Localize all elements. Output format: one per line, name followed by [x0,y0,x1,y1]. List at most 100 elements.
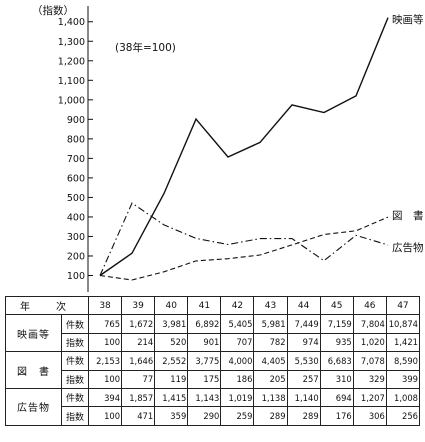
value-cell: 935 [319,332,354,353]
value-cell: 471 [121,406,156,426]
table-row: 指数 100 77 119 175 186 205 257 310 329 399 [6,369,421,389]
value-cell: 1,008 [385,387,421,408]
value-cell: 10,874 [385,314,421,334]
table-row: 映画等 件数 765 1,672 3,981 6,892 5,405 5,981 7,449 7,… [5,314,421,353]
value-cell: 205 [253,369,288,389]
value-cell: 1,019 [220,387,255,408]
year-cell: 41 [187,295,222,316]
series-line-0 [99,17,389,277]
value-cell: 306 [352,406,387,426]
year-cell: 47 [385,295,421,316]
year-cell: 44 [286,295,321,316]
value-cell: 289 [253,406,288,426]
y-tick-label: 1,000 [58,95,85,106]
value-cell: 707 [220,332,255,353]
y-tick-label: 1,400 [58,17,85,28]
y-axis-unit-label: （指数） [32,4,74,17]
value-cell: 289 [286,406,321,426]
series-label-2: 広告物 [392,241,424,254]
value-cell: 214 [121,332,156,353]
value-cell: 1,646 [121,351,156,371]
value-cell: 2,552 [154,351,189,371]
table-row: 図 書件数 2,153 1,646 2,552 3,775 4,000 4,405 5,530… [5,351,421,389]
value-cell: 1,672 [121,314,156,334]
y-tick-label: 700 [67,154,85,165]
y-tick-label: 1,300 [58,37,85,48]
value-cell: 4,000 [220,351,255,371]
group-label-cell: 映画等 [5,314,62,353]
year-cell: 39 [121,295,156,316]
value-cell: 100 [87,406,123,426]
value-cell: 1,421 [385,332,421,353]
value-cell: 3,981 [154,314,189,334]
group-label-cell: 広告物 [5,387,62,426]
data-table: 年 次 38 39 40 41 42 43 44 45 46 47 映画等 件数 765 1,672 3,98… [5,295,421,426]
table-row: 指数 100 214 520 901 707 782 974 935 1,020 1,421 [6,332,421,353]
value-cell: 1,415 [154,387,189,408]
row-label-cell: 指数 [61,369,89,389]
value-cell: 119 [154,369,189,389]
value-cell: 974 [286,332,321,353]
value-cell: 257 [286,369,321,389]
table-header-row: 年 次 38 39 40 41 42 43 44 45 46 47 [5,295,421,316]
y-tick-label: 600 [67,173,85,184]
series-label-0: 映画等 [392,13,424,26]
series-label-1: 図 書 [392,209,424,222]
value-cell: 359 [154,406,189,426]
value-cell: 901 [187,332,222,353]
row-label-cell: 指数 [61,406,89,426]
value-cell: 5,530 [286,351,321,371]
value-cell: 782 [253,332,288,353]
value-cell: 1,020 [352,332,387,353]
value-cell: 290 [187,406,222,426]
year-cell: 45 [319,295,354,316]
value-cell: 399 [385,369,421,389]
value-cell: 186 [220,369,255,389]
y-tick-label: 800 [67,134,85,145]
row-label-cell: 指数 [61,332,89,353]
value-cell: 259 [220,406,255,426]
row-label-cell: 件数 [61,351,89,371]
value-cell: 1,207 [352,387,387,408]
year-cell: 43 [253,295,288,316]
value-cell: 7,078 [352,351,387,371]
value-cell: 310 [319,369,354,389]
value-cell: 4,405 [253,351,288,371]
value-cell: 3,775 [187,351,222,371]
value-cell: 6,892 [187,314,222,334]
series-lines [99,17,389,281]
y-tick-label: 400 [67,212,85,223]
y-tick-label: 300 [67,232,85,243]
value-cell: 7,159 [319,314,354,334]
value-cell: 394 [87,387,123,408]
y-tick-label: 500 [67,193,85,204]
value-cell: 5,981 [253,314,288,334]
table-row: 指数 100 471 359 290 259 289 289 176 306 256 [6,406,421,426]
value-cell: 256 [385,406,421,426]
value-cell: 329 [352,369,387,389]
year-header-cell: 年 次 [5,295,89,316]
table-row: 広告物 件数 394 1,857 1,415 1,143 1,019 1,138 1,140 69… [5,387,421,426]
value-cell: 1,143 [187,387,222,408]
value-cell: 7,804 [352,314,387,334]
base-year-note: (38年=100) [115,41,176,54]
year-cell: 42 [220,295,255,316]
value-cell: 694 [319,387,354,408]
value-cell: 1,857 [121,387,156,408]
y-tick-label: 100 [67,271,85,282]
value-cell: 1,138 [253,387,288,408]
year-cell: 40 [154,295,189,316]
y-tick-label: 900 [67,115,85,126]
value-cell: 6,683 [319,351,354,371]
value-cell: 1,140 [286,387,321,408]
value-cell: 520 [154,332,189,353]
value-cell: 77 [121,369,156,389]
y-tick-label: 200 [67,251,85,262]
value-cell: 100 [87,369,123,389]
year-cell: 46 [352,295,387,316]
y-tick-label: 1,200 [58,56,85,67]
series-line-2 [99,202,389,276]
year-cell: 38 [87,295,123,316]
value-cell: 7,449 [286,314,321,334]
